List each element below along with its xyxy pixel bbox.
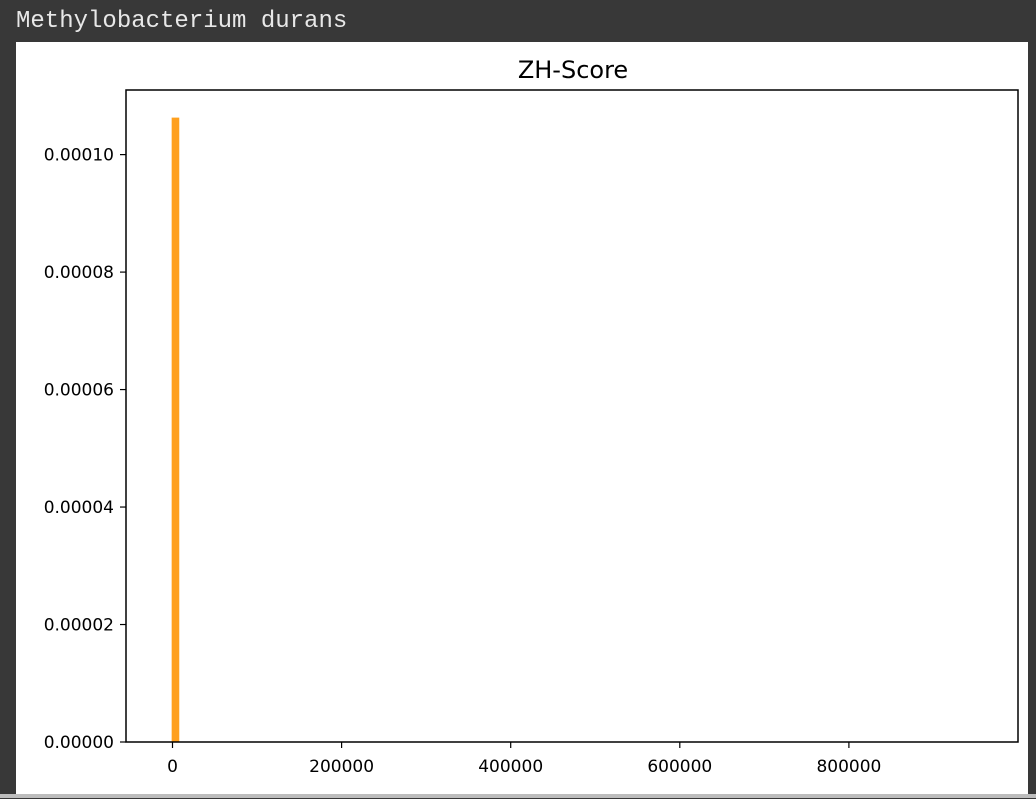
x-tick-label-3: 600000 bbox=[647, 757, 712, 777]
plot-frame bbox=[125, 89, 1019, 743]
bars-layer bbox=[171, 117, 180, 743]
y-tick-label-1: 0.00002 bbox=[44, 616, 114, 636]
x-axis: 0 200000 400000 600000 800000 bbox=[167, 742, 881, 777]
y-tick-label-5: 0.00010 bbox=[44, 146, 114, 166]
cell-title: Methylobacterium durans bbox=[16, 8, 348, 35]
x-tick-label-4: 800000 bbox=[816, 757, 881, 777]
x-tick-label-0: 0 bbox=[167, 757, 178, 777]
y-tick-label-3: 0.00006 bbox=[44, 381, 114, 401]
chart-title: ZH-Score bbox=[518, 56, 628, 84]
y-tick-label-4: 0.00008 bbox=[44, 263, 114, 283]
y-axis: 0.00000 0.00002 0.00004 0.00006 0.00008 0.000… bbox=[44, 146, 126, 753]
y-tick-label-0: 0.00000 bbox=[44, 733, 114, 753]
histogram-bar-0 bbox=[171, 117, 180, 743]
x-tick-label-2: 400000 bbox=[478, 757, 543, 777]
histogram-chart: ZH-Score 0 200000 400000 600000 800000 0.000… bbox=[44, 56, 1019, 777]
x-tick-label-1: 200000 bbox=[309, 757, 374, 777]
bottom-scrollbar-strip bbox=[0, 794, 1036, 798]
y-tick-label-2: 0.00004 bbox=[44, 498, 114, 518]
figure: ZH-Score 0 200000 400000 600000 800000 0.000… bbox=[16, 42, 1028, 794]
